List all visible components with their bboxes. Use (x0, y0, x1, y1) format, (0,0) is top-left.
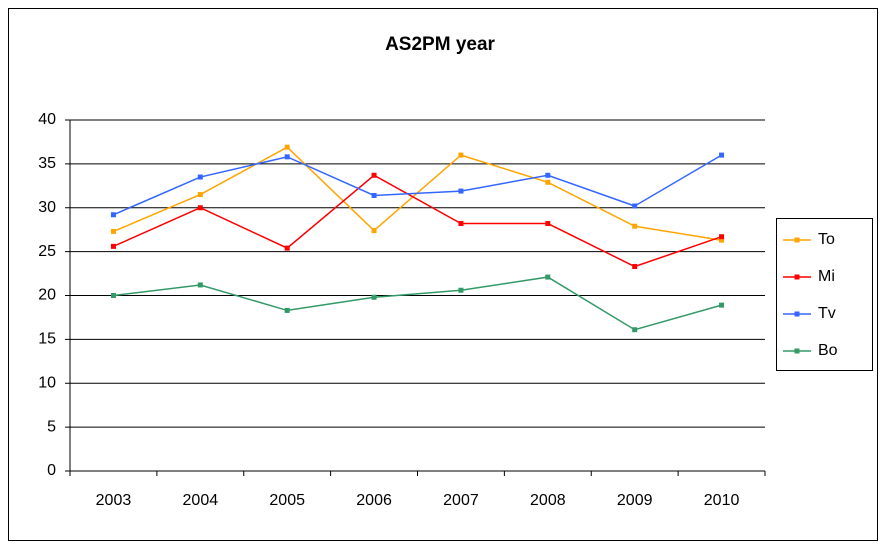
x-tick-label: 2009 (617, 492, 653, 509)
data-point (458, 188, 464, 194)
data-point (632, 223, 638, 229)
x-tick-label: 2005 (269, 492, 305, 509)
data-point (632, 264, 638, 270)
legend-label: To (818, 231, 835, 248)
x-tick-label: 2003 (96, 492, 132, 509)
y-tick-label: 0 (47, 462, 56, 479)
data-point (197, 192, 203, 198)
data-point (458, 287, 464, 293)
data-point (284, 154, 290, 160)
legend-label: Bo (818, 342, 838, 359)
y-tick-label: 30 (38, 199, 56, 216)
series-line (113, 154, 722, 216)
data-point (110, 293, 116, 298)
data-point (545, 172, 551, 178)
data-point (719, 302, 725, 308)
data-point (284, 144, 290, 150)
legend-label: Mi (818, 268, 835, 285)
data-point (284, 307, 290, 313)
data-point (284, 245, 290, 251)
data-point (371, 294, 377, 300)
chart-title: AS2PM year (385, 34, 495, 55)
data-point (719, 237, 725, 243)
y-tick-label: 5 (47, 418, 56, 435)
chart-border (8, 8, 878, 541)
data-point (110, 212, 116, 218)
legend-marker (794, 274, 800, 280)
y-tick-label: 10 (38, 374, 56, 391)
data-point (632, 327, 638, 333)
data-point (458, 152, 464, 158)
legend-marker (794, 348, 800, 354)
data-point (545, 221, 551, 227)
data-point (719, 152, 725, 158)
x-tick-label: 2007 (443, 492, 479, 509)
data-point (197, 174, 203, 180)
data-point (371, 172, 377, 178)
legend-box (776, 218, 873, 371)
data-point (371, 192, 377, 198)
x-tick-label: 2006 (356, 492, 392, 509)
data-point (110, 228, 116, 234)
data-point (197, 282, 203, 288)
data-point (371, 228, 377, 234)
legend-marker (794, 237, 800, 243)
y-tick-label: 40 (38, 111, 56, 128)
data-point (110, 243, 116, 249)
x-tick-label: 2010 (704, 492, 740, 509)
y-tick-label: 20 (38, 287, 56, 304)
x-tick-label: 2004 (183, 492, 219, 509)
x-tick-label: 2008 (530, 492, 566, 509)
y-tick-label: 15 (38, 331, 56, 348)
data-point (545, 179, 551, 185)
data-point (719, 234, 725, 240)
y-tick-label: 25 (38, 243, 56, 260)
data-point (545, 274, 551, 280)
data-point (632, 203, 638, 209)
legend-label: Tv (818, 305, 836, 322)
data-point (197, 205, 203, 211)
y-tick-label: 35 (38, 155, 56, 172)
series-line (113, 174, 722, 268)
data-point (458, 221, 464, 227)
series-line (113, 276, 722, 331)
legend-marker (794, 311, 800, 317)
